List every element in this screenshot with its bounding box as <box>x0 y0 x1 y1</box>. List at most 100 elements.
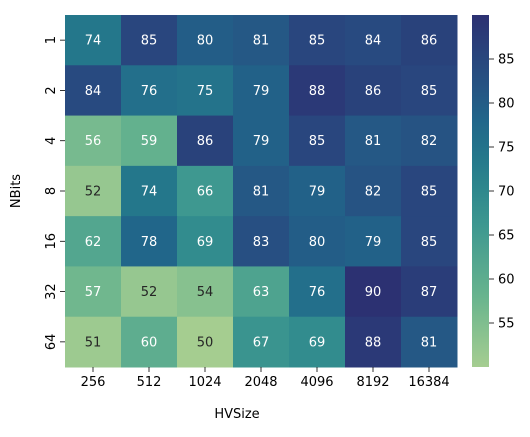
x-tick-label: 4096 <box>300 375 333 390</box>
heatmap-cell <box>177 165 234 217</box>
heatmap-cell <box>65 266 122 318</box>
cell-value-label: 83 <box>253 235 270 250</box>
cell-value-label: 52 <box>85 185 102 200</box>
cell-value-label: 80 <box>197 34 214 49</box>
heatmap-cell <box>345 316 402 368</box>
x-axis-label: HVSize <box>214 407 259 422</box>
heatmap-cell <box>65 65 122 117</box>
heatmap-cell <box>233 15 290 66</box>
heatmap-cell <box>233 316 290 368</box>
heatmap-cell <box>233 65 290 117</box>
heatmap-cell <box>177 216 234 267</box>
colorbar <box>472 15 489 367</box>
y-axis-ticks: 1 2 4 8 16 32 64 <box>44 36 65 350</box>
colorbar-tick-label: 85 <box>498 53 515 68</box>
cell-value-label: 88 <box>365 335 382 350</box>
cell-value-label: 69 <box>197 235 214 250</box>
cell-value-label: 54 <box>197 285 214 300</box>
cell-value-label: 81 <box>421 335 438 350</box>
heatmap-cell <box>233 266 290 318</box>
cell-value-label: 79 <box>253 84 270 99</box>
cell-value-label: 75 <box>197 84 214 99</box>
cell-value-label: 88 <box>309 84 326 99</box>
y-tick-label: 4 <box>44 137 59 145</box>
cell-value-label: 78 <box>141 235 158 250</box>
colorbar-tick-label: 80 <box>498 97 515 112</box>
cell-value-label: 85 <box>141 34 158 49</box>
heatmap-cell <box>345 115 402 167</box>
colorbar-tick-label: 60 <box>498 273 515 288</box>
cell-value-label: 63 <box>253 285 270 300</box>
y-tick-label: 16 <box>44 233 59 250</box>
x-axis-ticks: 256 512 1024 2048 4096 8192 16384 <box>81 367 450 390</box>
cell-value-label: 87 <box>421 285 438 300</box>
colorbar-tick-label: 75 <box>498 141 515 156</box>
cell-value-label: 81 <box>253 34 270 49</box>
heatmap-cell <box>121 216 178 267</box>
y-tick-label: 1 <box>44 36 59 44</box>
x-tick-label: 1024 <box>188 375 221 390</box>
cell-value-label: 90 <box>365 285 382 300</box>
heatmap-cell <box>289 216 346 267</box>
cell-value-label: 76 <box>309 285 326 300</box>
cell-value-label: 86 <box>365 84 382 99</box>
heatmap-cell <box>177 15 234 66</box>
heatmap-cell <box>65 165 122 217</box>
x-tick-label: 2048 <box>244 375 277 390</box>
cell-value-label: 85 <box>421 185 438 200</box>
heatmap-cell <box>121 115 178 167</box>
cell-value-label: 59 <box>141 134 158 149</box>
x-tick-label: 256 <box>81 375 106 390</box>
cell-value-label: 84 <box>85 84 102 99</box>
heatmap-cell <box>121 266 178 318</box>
heatmap-cell <box>289 15 346 66</box>
heatmap-cell <box>401 15 458 66</box>
heatmap-cell <box>177 65 234 117</box>
heatmap-cell <box>233 165 290 217</box>
heatmap-cell <box>401 65 458 117</box>
colorbar-tick-label: 70 <box>498 185 515 200</box>
cell-value-label: 52 <box>141 285 158 300</box>
heatmap-cell <box>345 65 402 117</box>
cell-value-label: 79 <box>253 134 270 149</box>
x-tick-label: 8192 <box>356 375 389 390</box>
cell-value-label: 85 <box>421 84 438 99</box>
heatmap-cell <box>289 115 346 167</box>
cell-annotations: 74 85 80 81 85 84 86 84 76 75 79 88 86 85 56 59 86 79 85 81… <box>85 34 438 351</box>
heatmap-cell <box>401 165 458 217</box>
cell-value-label: 85 <box>309 34 326 49</box>
cell-value-label: 74 <box>85 34 102 49</box>
heatmap-cell <box>289 165 346 217</box>
cell-value-label: 85 <box>421 235 438 250</box>
cell-value-label: 85 <box>309 134 326 149</box>
y-tick-label: 64 <box>44 334 59 351</box>
heatmap-cell <box>345 165 402 217</box>
cell-value-label: 84 <box>365 34 382 49</box>
cell-value-label: 79 <box>309 185 326 200</box>
heatmap-cell <box>289 65 346 117</box>
colorbar-tick-label: 65 <box>498 229 515 244</box>
cell-value-label: 62 <box>85 235 102 250</box>
heatmap-cell <box>401 115 458 167</box>
heatmap-cell <box>401 266 458 318</box>
cell-value-label: 69 <box>309 335 326 350</box>
y-tick-label: 2 <box>44 86 59 94</box>
heatmap-cell <box>289 316 346 368</box>
heatmap-cell <box>121 316 178 368</box>
heatmap-cell <box>233 115 290 167</box>
cell-value-label: 82 <box>365 185 382 200</box>
cell-value-label: 66 <box>197 185 214 200</box>
heatmap-cell <box>401 316 458 368</box>
heatmap-cell <box>65 216 122 267</box>
heatmap-cell <box>177 266 234 318</box>
y-axis-label: NBits <box>9 174 24 208</box>
heatmap-cell <box>65 115 122 167</box>
x-tick-label: 16384 <box>408 375 449 390</box>
heatmap-cell <box>289 266 346 318</box>
cell-value-label: 81 <box>365 134 382 149</box>
cell-value-label: 79 <box>365 235 382 250</box>
x-tick-label: 512 <box>137 375 162 390</box>
cell-value-label: 82 <box>421 134 438 149</box>
